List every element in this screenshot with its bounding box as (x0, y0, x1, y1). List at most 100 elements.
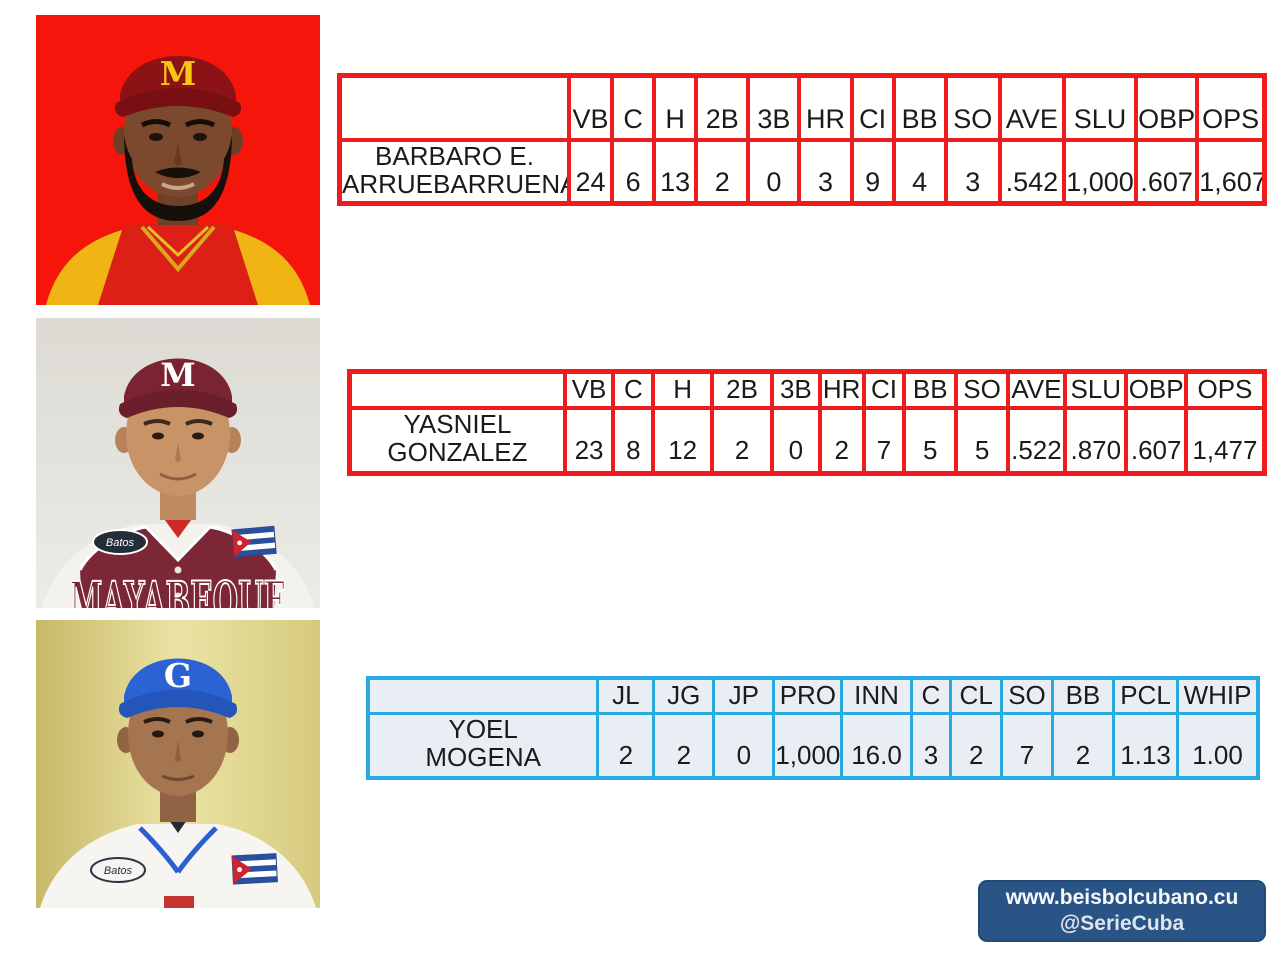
stat-value: 3 (909, 712, 953, 780)
col-header: SO (1000, 676, 1054, 715)
stat-value: .607 (1124, 406, 1188, 476)
stat-value: 1.00 (1176, 712, 1260, 780)
player-name-header-cell (337, 73, 571, 142)
stat-value: 13 (652, 137, 699, 205)
player-name-line1: YASNIEL (403, 409, 512, 439)
stat-value: .522 (1005, 406, 1068, 476)
col-header: H (651, 369, 714, 410)
jersey-lettering-sliver (164, 896, 194, 908)
brand-logo: Batos (92, 529, 148, 555)
stat-value: 12 (651, 406, 714, 476)
col-header: 3B (770, 369, 822, 410)
stat-value: 7 (861, 406, 907, 476)
cap-letter: M (160, 356, 195, 394)
header-row: JL JG JP PRO INN C CL SO BB PCL WHIP (366, 676, 1260, 715)
value-row: BARBARO E. ARRUEBARRUENA 24 6 13 2 0 3 9… (337, 137, 1267, 205)
batting-table-arruebarruena: VB C H 2B 3B HR CI BB SO AVE SLU OBP OPS… (337, 73, 1267, 206)
website-badge: www.beisbolcubano.cu @SerieCuba (978, 880, 1266, 942)
stat-value: 2 (1050, 712, 1115, 780)
col-header: WHIP (1176, 676, 1260, 715)
stat-value: 2 (652, 712, 716, 780)
stat-value: 1,477 (1183, 406, 1267, 476)
stat-value: 6 (610, 137, 657, 205)
col-header: BB (891, 73, 948, 142)
player-name-line1: BARBARO E. (375, 140, 534, 171)
player-name-header-cell (347, 369, 567, 410)
stat-value: 2 (709, 406, 775, 476)
player-name-line2: MOGENA (425, 742, 541, 772)
col-header: C (610, 73, 657, 142)
player-photo-arruebarruena: M (36, 15, 320, 305)
stat-value: 5 (902, 406, 959, 476)
player-photo-mogena: G Batos (36, 620, 320, 908)
player-name-cell: BARBARO E. ARRUEBARRUENA (337, 137, 571, 205)
col-header: INN (840, 676, 913, 715)
stat-value: 2 (596, 712, 656, 780)
col-header: JG (652, 676, 716, 715)
header-row: VB C H 2B 3B HR CI BB SO AVE SLU OBP OPS (347, 369, 1267, 410)
beard (124, 133, 232, 221)
stat-value: 5 (954, 406, 1010, 476)
col-header: SO (943, 73, 1002, 142)
player-portrait-illustration: M (36, 15, 320, 305)
brand-logo: Batos (90, 857, 146, 883)
stat-value: .870 (1063, 406, 1129, 476)
col-header: VB (566, 73, 615, 142)
col-header: AVE (1005, 369, 1068, 410)
col-header: VB (562, 369, 616, 410)
col-header: CI (861, 369, 907, 410)
stat-value: 2 (949, 712, 1004, 780)
col-header: JL (596, 676, 656, 715)
player-name-header-cell (366, 676, 600, 715)
col-header: OBP (1134, 73, 1200, 142)
player-name-cell: YOEL MOGENA (366, 712, 600, 780)
gold-chain (140, 225, 216, 273)
stat-value: .542 (997, 137, 1066, 205)
stat-value: 16.0 (840, 712, 913, 780)
pitching-table-mogena: JL JG JP PRO INN C CL SO BB PCL WHIP YOE… (366, 676, 1260, 780)
col-header: C (611, 369, 656, 410)
stat-value: 1,607 (1195, 137, 1267, 205)
col-header: SLU (1061, 73, 1139, 142)
stat-value: 1,000 (1061, 137, 1139, 205)
player-name-line2: GONZALEZ (387, 437, 528, 467)
jersey-piping (138, 826, 218, 874)
col-header: AVE (997, 73, 1066, 142)
stat-value: .607 (1134, 137, 1200, 205)
stat-value: 24 (566, 137, 615, 205)
stat-value: 4 (891, 137, 948, 205)
batting-table-gonzalez: VB C H 2B 3B HR CI BB SO AVE SLU OBP OPS… (347, 369, 1267, 476)
brand-logo-text: Batos (106, 537, 135, 549)
player-portrait-illustration: G Batos (36, 620, 320, 908)
website-url: www.beisbolcubano.cu (1005, 886, 1239, 909)
col-header: CI (849, 73, 896, 142)
cap-letter: G (164, 656, 192, 695)
stat-value: 2 (817, 406, 866, 476)
col-header: OPS (1183, 369, 1267, 410)
cuba-flag-icon (231, 525, 277, 558)
col-header: 2B (694, 73, 751, 142)
col-header: OPS (1195, 73, 1267, 142)
col-header: SLU (1063, 369, 1129, 410)
stat-value: 0 (746, 137, 802, 205)
col-header: C (909, 676, 953, 715)
jersey-team-lettering: MAYABEQUE (70, 571, 286, 608)
player-name-line2: ARRUEBARRUENA (342, 168, 569, 199)
col-header: BB (902, 369, 959, 410)
stat-value: 3 (943, 137, 1002, 205)
stat-value: 1,000 (772, 712, 844, 780)
stat-value: 23 (562, 406, 616, 476)
value-row: YASNIEL GONZALEZ 23 8 12 2 0 2 7 5 5 .52… (347, 406, 1267, 476)
col-header: BB (1050, 676, 1115, 715)
stat-value: 9 (849, 137, 896, 205)
col-header: CL (949, 676, 1004, 715)
stat-value: 3 (797, 137, 854, 205)
cuba-flag-icon (231, 853, 278, 885)
stat-value: 0 (712, 712, 776, 780)
brand-logo-text: Batos (104, 865, 133, 877)
col-header: 3B (746, 73, 802, 142)
col-header: OBP (1124, 369, 1188, 410)
player-portrait-illustration: M Batos MAYABEQUE (36, 318, 320, 608)
player-name-line1: YOEL (448, 714, 518, 744)
player-photo-gonzalez: M Batos MAYABEQUE (36, 318, 320, 608)
